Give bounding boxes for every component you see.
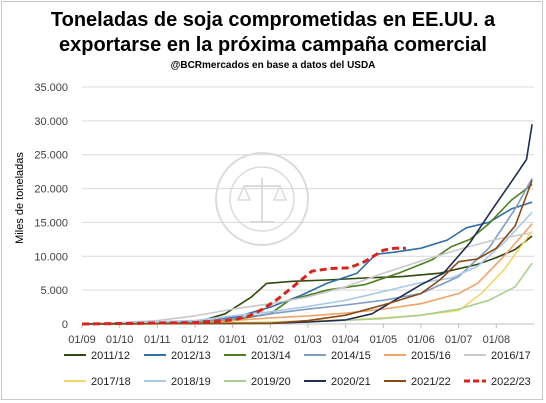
watermark-seal [215, 152, 309, 246]
series-line-2011-12 [81, 235, 533, 325]
y-tick-label: 20.000 [34, 184, 68, 196]
x-tick-label: 01/01 [219, 334, 247, 346]
legend-label: 2017/18 [91, 376, 131, 388]
legend-label: 2011/12 [91, 350, 130, 362]
y-axis-ticks: 0 5.000 10.000 15.000 20.000 25.000 30.000 35.0… [34, 82, 68, 331]
y-tick-label: 35.000 [34, 82, 68, 94]
legend-label: 2012/13 [171, 350, 211, 362]
x-tick-label: 01/08 [483, 334, 511, 346]
y-tick-label: 5.000 [40, 285, 68, 297]
series-line-2017-18 [81, 230, 533, 325]
series-lines [81, 124, 533, 326]
legend-label: 2014/15 [331, 350, 371, 362]
series-line-2020-21 [81, 124, 533, 325]
legend: 2011/12 2012/13 2013/14 2014/15 2015/16 2016/… [64, 350, 531, 388]
y-tick-label: 15.000 [34, 217, 68, 229]
x-tick-label: 01/07 [445, 334, 473, 346]
x-tick-label: 01/06 [407, 334, 435, 346]
y-tick-label: 10.000 [34, 251, 68, 263]
x-tick-label: 01/04 [332, 334, 360, 346]
y-tick-label: 30.000 [34, 116, 68, 128]
legend-label: 2015/16 [411, 350, 451, 362]
y-axis-label: Miles de toneladas [14, 152, 26, 244]
x-tick-label: 01/05 [370, 334, 398, 346]
x-tick-label: 01/09 [68, 334, 96, 346]
chart-title: Toneladas de soja comprometidas en EE.UU… [50, 9, 496, 56]
x-tick-label: 01/02 [257, 334, 285, 346]
legend-label: 2022/23 [491, 376, 531, 388]
legend-label: 2013/14 [251, 350, 291, 362]
series-line-2016-17 [81, 231, 533, 325]
y-tick-label: 25.000 [34, 150, 68, 162]
y-tick-label: 0 [62, 319, 68, 331]
series-line-2022-23 [81, 246, 406, 326]
legend-label: 2018/19 [171, 376, 211, 388]
series-line-2021-22 [81, 180, 533, 325]
x-tick-label: 01/11 [144, 334, 171, 346]
legend-label: 2021/22 [411, 376, 451, 388]
x-tick-label: 01/10 [106, 334, 134, 346]
x-tick-label: 01/03 [294, 334, 322, 346]
x-axis-ticks: 01/09 01/10 01/11 01/12 01/01 01/02 01/03 01/04… [68, 324, 510, 346]
x-tick-label: 01/12 [181, 334, 209, 346]
legend-label: 2019/20 [251, 376, 291, 388]
legend-label: 2016/17 [491, 350, 531, 362]
series-line-2018-19 [81, 211, 533, 325]
legend-label: 2020/21 [331, 376, 371, 388]
chart-subtitle: @BCRmercados en base a datos del USDA [170, 60, 376, 71]
